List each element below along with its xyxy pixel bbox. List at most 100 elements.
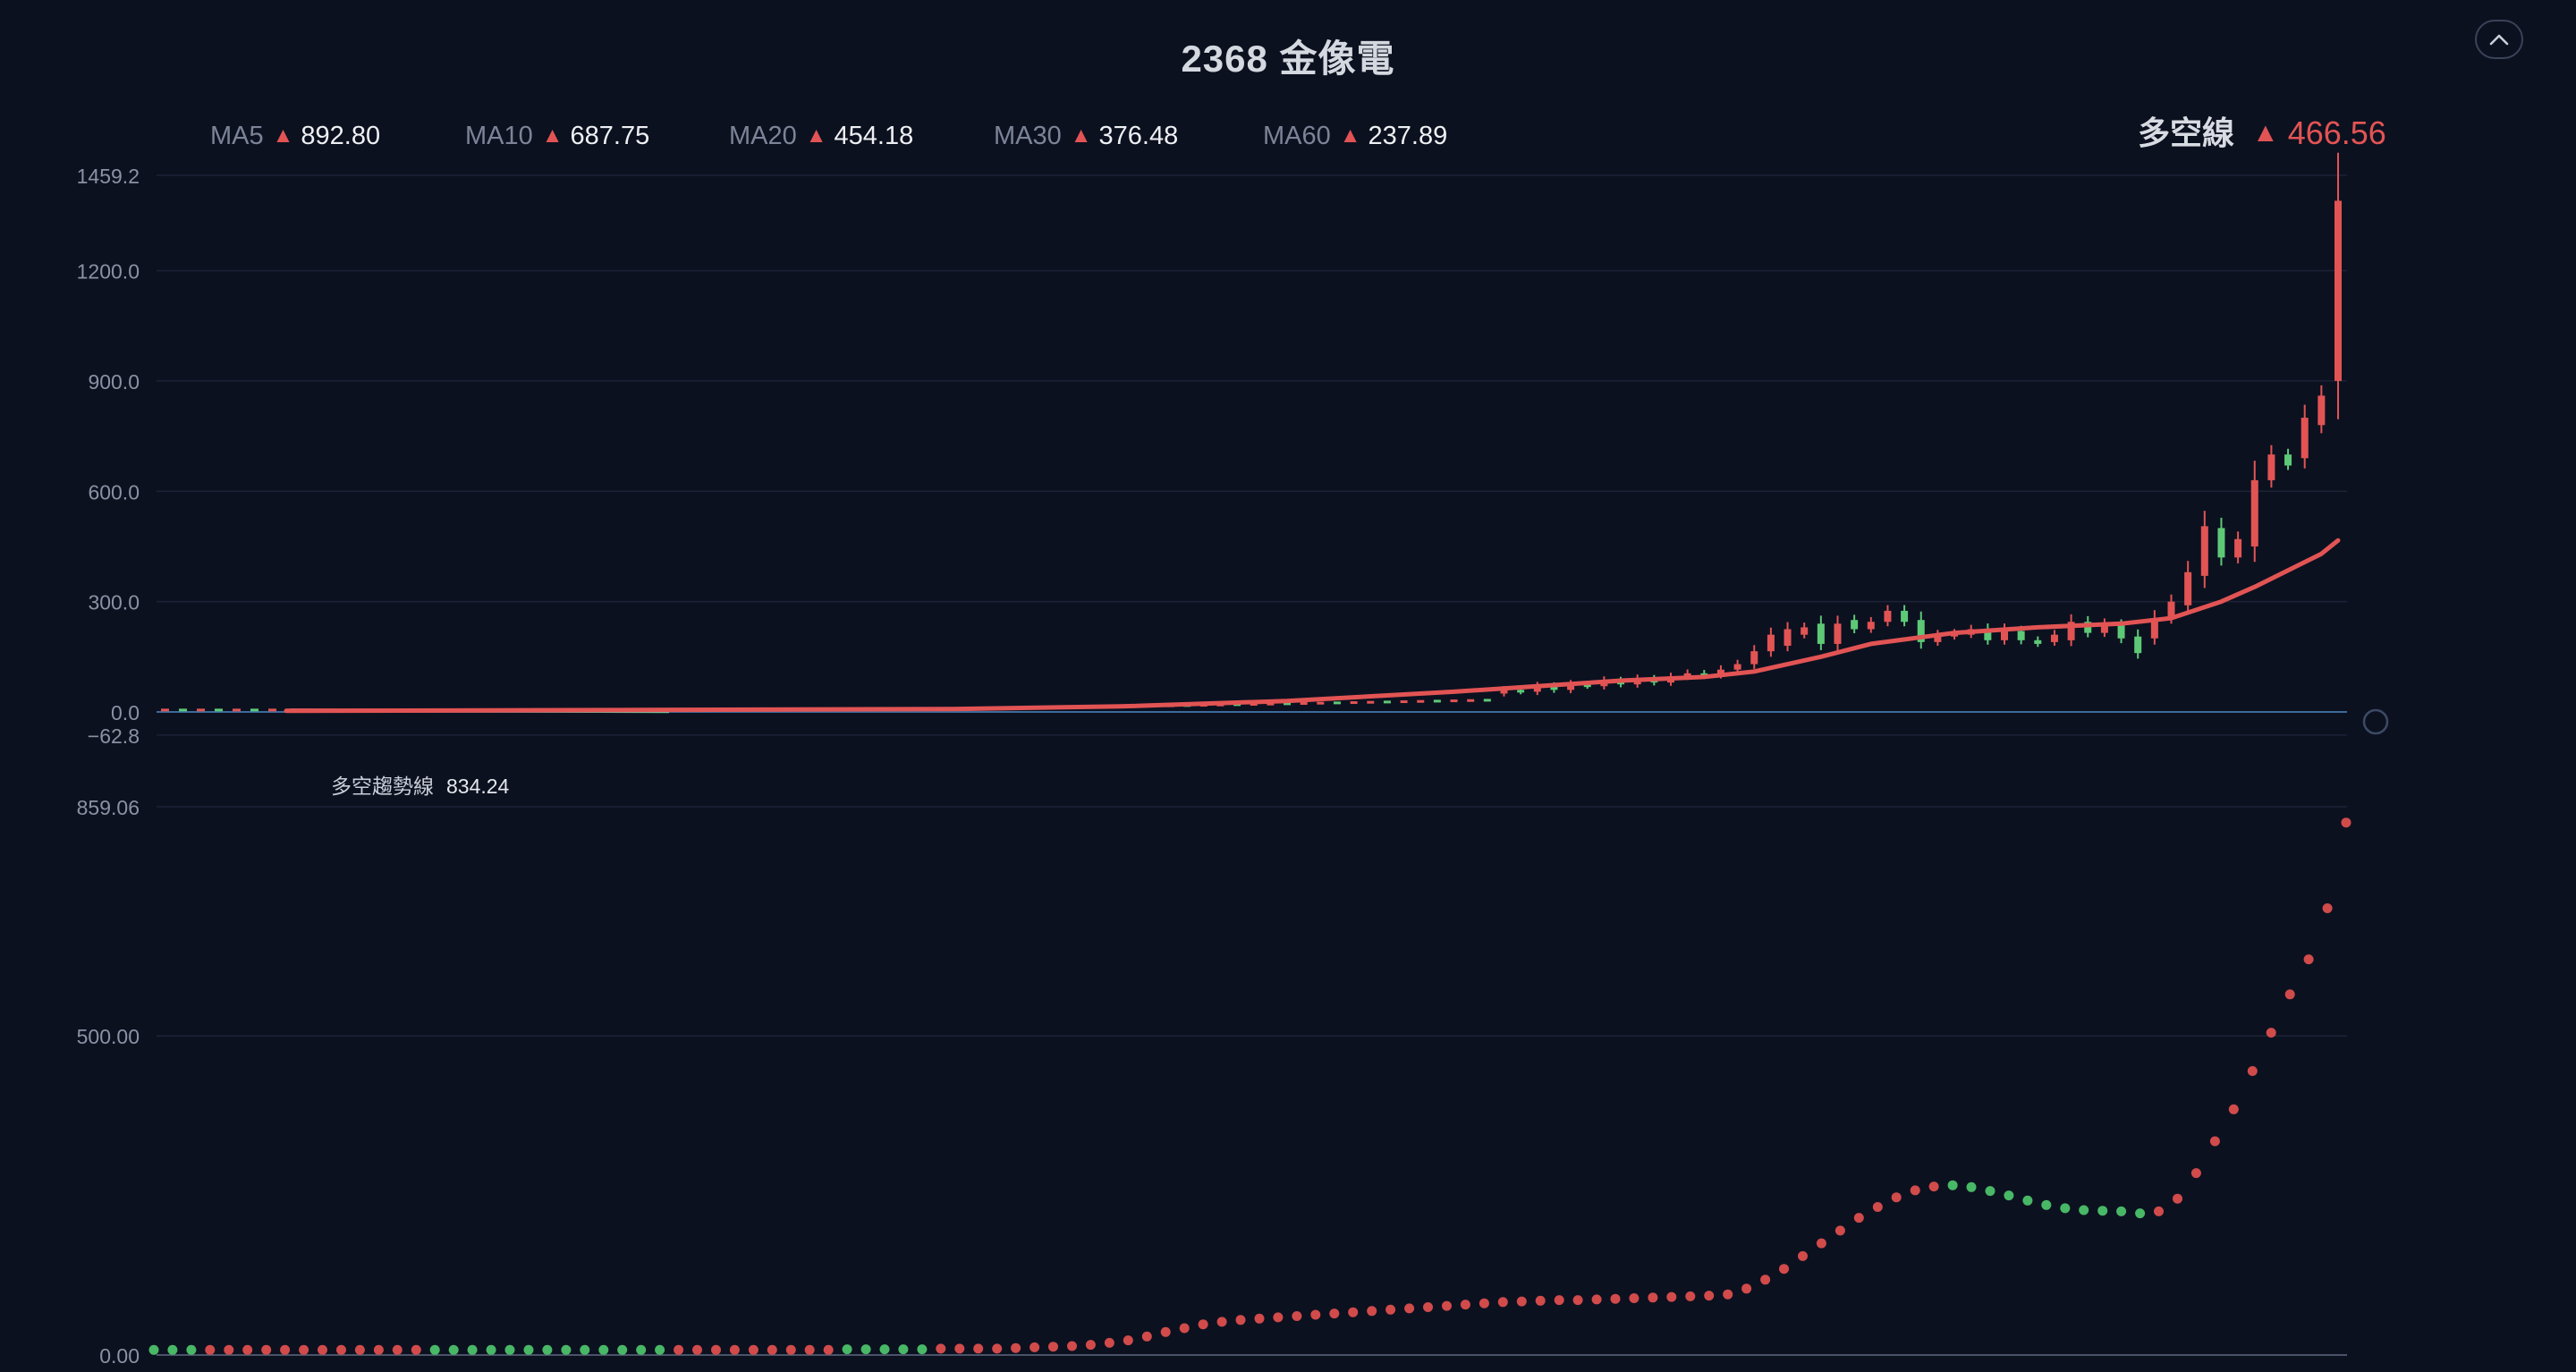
ma10-legend[interactable]: MA10 ▲ 687.75: [465, 122, 649, 151]
candle-body: [1784, 629, 1792, 646]
trend-dot: [429, 1344, 440, 1355]
ma60-legend[interactable]: MA60 ▲ 237.89: [1263, 122, 1447, 151]
trend-dot: [467, 1344, 478, 1355]
trend-dot: [1497, 1297, 1508, 1308]
trend-dot: [823, 1344, 834, 1355]
dk-line-legend[interactable]: 多空線 ▲ 466.56: [2138, 107, 2386, 154]
trend-dot: [1891, 1192, 1902, 1203]
chevron-up-icon: [2489, 34, 2509, 46]
trend-dot: [1966, 1181, 1977, 1192]
ma5-value: 892.80: [301, 122, 381, 150]
candle-body: [1750, 651, 1758, 665]
trend-dot: [655, 1344, 665, 1355]
trend-dot: [2322, 903, 2333, 913]
trend-dot: [954, 1343, 965, 1354]
trend-dot: [1685, 1291, 1696, 1301]
trend-dot: [711, 1344, 721, 1355]
candle-body: [1884, 610, 1892, 622]
trend-dot: [674, 1344, 684, 1355]
trend-dot: [1011, 1342, 1021, 1353]
candle: [215, 708, 223, 712]
ma10-value: 687.75: [570, 122, 650, 150]
triangle-up-icon: ▲: [2252, 118, 2279, 148]
trend-dot: [523, 1344, 534, 1355]
trend-dot: [1572, 1295, 1583, 1306]
dk-line-label: 多空線: [2138, 114, 2235, 151]
ma30-legend[interactable]: MA30 ▲ 376.48: [994, 122, 1178, 151]
candle-body: [1550, 686, 1558, 690]
trend-dot: [1985, 1186, 1996, 1197]
candle-body: [1767, 634, 1775, 652]
y-tick-label: 0.00: [99, 1344, 140, 1368]
collapse-button[interactable]: [2475, 20, 2523, 59]
candle-body: [2050, 634, 2058, 642]
trend-dots: [148, 817, 2351, 1355]
trend-dot: [1310, 1309, 1321, 1320]
candle-body: [1733, 664, 1741, 670]
candle-body: [1851, 620, 1859, 630]
candle-body: [2267, 454, 2275, 480]
dk-line-series: [284, 538, 2341, 714]
ma20-legend[interactable]: MA20 ▲ 454.18: [729, 122, 913, 151]
y-tick-label: 859.06: [77, 796, 140, 819]
trend-dot: [561, 1344, 572, 1355]
trend-dot: [1254, 1313, 1265, 1324]
trend-dot: [448, 1344, 459, 1355]
ma10-label: MA10: [465, 122, 533, 150]
candle-body: [1500, 690, 1508, 694]
candle-body: [1984, 629, 1992, 640]
candle: [233, 708, 241, 712]
trend-dot: [1872, 1202, 1883, 1212]
candlesticks: [1500, 152, 2342, 697]
trend-dot: [392, 1344, 402, 1355]
candle-body: [2100, 623, 2108, 633]
ma5-legend[interactable]: MA5 ▲ 892.80: [210, 122, 380, 151]
trend-line-legend[interactable]: 多空趨勢線 834.24: [331, 769, 509, 800]
candle: [179, 708, 187, 712]
trend-dot: [1760, 1275, 1771, 1285]
dk-line-value: 466.56: [2287, 114, 2386, 151]
trend-dot: [1048, 1342, 1058, 1352]
trend-dot: [2154, 1206, 2164, 1216]
y-tick-label: 0.0: [111, 701, 140, 724]
candle-body: [1567, 684, 1575, 690]
candle: [1467, 699, 1475, 702]
candle-body: [2334, 200, 2342, 381]
trend-dot: [148, 1344, 159, 1355]
trend-dot: [1704, 1291, 1715, 1301]
trend-dot: [205, 1344, 216, 1355]
candle-body: [2150, 618, 2158, 639]
trend-dot: [1141, 1331, 1152, 1342]
candle: [1250, 703, 1258, 707]
trend-dot: [2097, 1206, 2108, 1216]
trend-dot: [1798, 1250, 1808, 1261]
trend-dot: [1516, 1296, 1527, 1307]
triangle-up-icon: ▲: [1339, 123, 1361, 148]
trend-dot: [842, 1344, 852, 1355]
candle: [197, 708, 205, 712]
candle-body: [1517, 690, 1525, 693]
trend-dot: [261, 1344, 272, 1355]
trend-dot: [1723, 1289, 1733, 1300]
trend-dot: [617, 1344, 628, 1355]
candle-body: [1683, 673, 1691, 677]
trend-dot: [2004, 1190, 2014, 1201]
trend-dot: [2228, 1104, 2239, 1114]
trend-dot: [186, 1344, 197, 1355]
trend-dot: [167, 1344, 178, 1355]
main-chart-grid: [157, 174, 2347, 736]
trend-dot: [1385, 1304, 1396, 1315]
candle-body: [1801, 627, 1809, 635]
candle-body: [1533, 686, 1541, 692]
trend-dot: [542, 1344, 553, 1355]
trend-dot: [917, 1344, 928, 1355]
candle: [1417, 699, 1425, 703]
circle-outline-icon[interactable]: [2362, 708, 2389, 735]
trend-dot: [898, 1344, 909, 1355]
trend-line-value: 834.24: [446, 775, 510, 798]
candle-body: [2217, 528, 2225, 558]
trend-dot: [1235, 1315, 1246, 1325]
candle-body: [2250, 479, 2258, 546]
dk-line: [284, 538, 2341, 714]
